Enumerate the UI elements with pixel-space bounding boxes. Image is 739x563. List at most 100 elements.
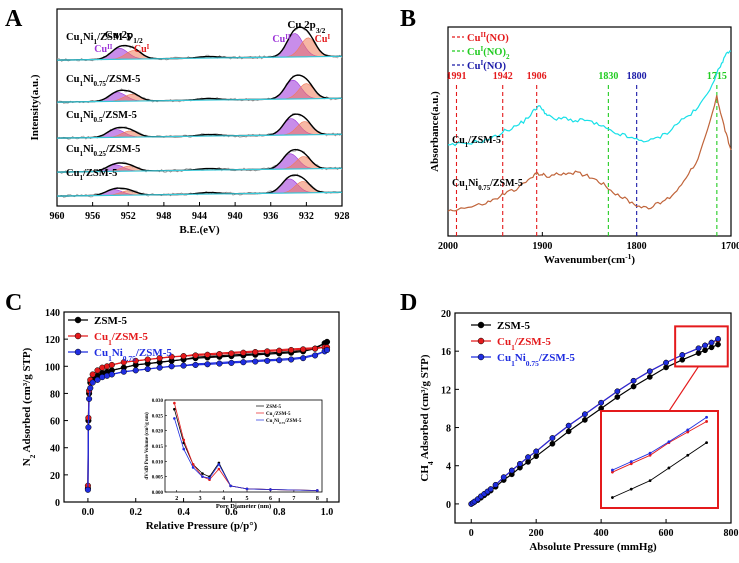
data-point-c bbox=[288, 356, 295, 363]
data-point-c bbox=[204, 361, 211, 368]
x-tick-label-d: 600 bbox=[659, 528, 674, 539]
panel-b: B 2000 1900 1800 1700 Wavenumber(cm-1) Absorba… bbox=[400, 6, 739, 266]
inset-x-tick-label: 6 bbox=[269, 496, 272, 502]
y-tick-label-c: 40 bbox=[50, 444, 60, 455]
data-point-c bbox=[323, 338, 331, 345]
data-point-d bbox=[500, 474, 507, 481]
label-part: 1 bbox=[94, 38, 98, 46]
label-part: Ni bbox=[83, 110, 94, 121]
label-part: II bbox=[285, 34, 291, 41]
data-point-c bbox=[240, 359, 247, 366]
inset-y-tick-label: 0.025 bbox=[152, 414, 164, 419]
inset-point bbox=[269, 488, 272, 491]
x-tick-label-c: 0.6 bbox=[225, 507, 238, 518]
data-point-c bbox=[300, 346, 307, 353]
x-tick-label-a: 952 bbox=[121, 211, 136, 222]
data-point-d bbox=[517, 460, 523, 467]
zoom-point bbox=[648, 451, 652, 455]
zoom-point bbox=[686, 428, 690, 432]
x-axis-label-b: Wavenumber(cm-1) bbox=[544, 252, 636, 267]
label-part: (NO) bbox=[483, 61, 506, 72]
legend-marker-c bbox=[74, 348, 82, 356]
label-part: Cu bbox=[94, 44, 107, 55]
data-point-d bbox=[695, 350, 702, 356]
label-part: Cu bbox=[467, 61, 481, 72]
data-point-d bbox=[630, 383, 637, 390]
label-part: /ZSM-5 bbox=[105, 74, 140, 85]
label-part: 1 bbox=[79, 38, 83, 46]
label-part: ZSM-5 bbox=[266, 405, 282, 410]
label-part: Cu bbox=[467, 33, 481, 44]
inset-x-tick-label: 4 bbox=[222, 496, 225, 502]
data-point-c bbox=[132, 357, 139, 364]
data-point-c bbox=[264, 348, 271, 355]
label-part: Ni bbox=[468, 178, 478, 189]
label-part: Cu bbox=[266, 419, 273, 424]
inset-y-tick-label: 0.020 bbox=[152, 430, 164, 435]
reference-label-b: 1942 bbox=[493, 71, 513, 82]
x-tick-label-a: 928 bbox=[335, 211, 350, 222]
data-point-c bbox=[89, 371, 96, 378]
label-part: 1 bbox=[79, 116, 83, 124]
annotation-cuI-left: CuI bbox=[134, 44, 150, 56]
label-part: 2 bbox=[506, 53, 510, 61]
panel-a: A 960 956 952 948 944 940 936 932 928 B.E.(eV) Inte… bbox=[5, 6, 350, 236]
fit-envelope-a bbox=[57, 174, 342, 197]
x-tick-label-a: 932 bbox=[299, 211, 314, 222]
x-tick-label-a: 940 bbox=[228, 211, 243, 222]
data-point-d bbox=[708, 344, 715, 351]
label-part: /ZSM-5 bbox=[489, 178, 523, 189]
plot-frame-c bbox=[63, 311, 340, 503]
data-point-c bbox=[252, 348, 259, 356]
label-part: Cu bbox=[497, 352, 511, 364]
data-point-c bbox=[228, 350, 235, 357]
y-tick-label-d: 0 bbox=[446, 500, 451, 511]
data-point-c bbox=[120, 359, 127, 366]
annotation-cu2p12: Cu 2p1/2 bbox=[105, 29, 143, 45]
data-point-c bbox=[180, 362, 187, 369]
label-part: 2 bbox=[28, 454, 37, 458]
reference-label-b: 1991 bbox=[446, 71, 466, 82]
inset-point bbox=[191, 463, 195, 466]
label-part: Cu bbox=[452, 135, 465, 146]
label-part: 0.5 bbox=[94, 116, 103, 124]
inset-x-axis-label: Pore Diameter (nm) bbox=[216, 503, 271, 510]
x-tick-label-d: 400 bbox=[594, 528, 609, 539]
label-part: 4 bbox=[426, 461, 435, 465]
x-tick-label-a: 948 bbox=[156, 211, 171, 222]
inset-line bbox=[174, 418, 318, 491]
data-point-c bbox=[323, 346, 331, 354]
series-label-a: Cu1Ni1/ZSM-5 bbox=[66, 32, 131, 46]
zoom-point bbox=[648, 479, 652, 483]
zoom-inset-box bbox=[600, 410, 719, 509]
label-part: Cu bbox=[272, 34, 285, 45]
label-part: CH bbox=[419, 465, 431, 482]
inset-point bbox=[316, 489, 319, 492]
data-point-c bbox=[94, 376, 101, 383]
inset-point bbox=[229, 484, 232, 488]
label-part: /ZSM-5 bbox=[538, 352, 576, 364]
data-point-c bbox=[89, 379, 96, 386]
label-part: 1 bbox=[79, 80, 83, 88]
label-part: Cu 2p bbox=[287, 19, 315, 31]
x-tick-label-a: 936 bbox=[263, 211, 278, 222]
label-part: /ZSM-5 bbox=[467, 135, 501, 146]
data-point-d bbox=[663, 359, 669, 366]
x-tick-label-c: 0.2 bbox=[129, 507, 142, 518]
y-tick-label-c: 120 bbox=[45, 335, 60, 346]
inset-y-tick-label: 0.010 bbox=[152, 460, 164, 465]
reference-label-b: 1906 bbox=[527, 71, 547, 82]
legend-marker-d bbox=[477, 321, 485, 329]
label-part: 1 bbox=[465, 142, 469, 149]
label-part: Cu bbox=[452, 178, 465, 189]
label-part: Cu bbox=[315, 34, 328, 45]
fit-envelope-a bbox=[57, 113, 342, 139]
legend-marker-c bbox=[74, 332, 82, 340]
label-part: Cu bbox=[66, 168, 80, 179]
y-tick-label-d: 4 bbox=[446, 462, 451, 473]
legend-label-d: ZSM-5 bbox=[497, 320, 531, 332]
annotation-cuII-right: CuII bbox=[272, 34, 290, 46]
baseline-a bbox=[56, 97, 343, 103]
series-label-a: Cu1Ni0.75/ZSM-5 bbox=[66, 74, 140, 88]
panel-label-c: C bbox=[5, 290, 22, 316]
